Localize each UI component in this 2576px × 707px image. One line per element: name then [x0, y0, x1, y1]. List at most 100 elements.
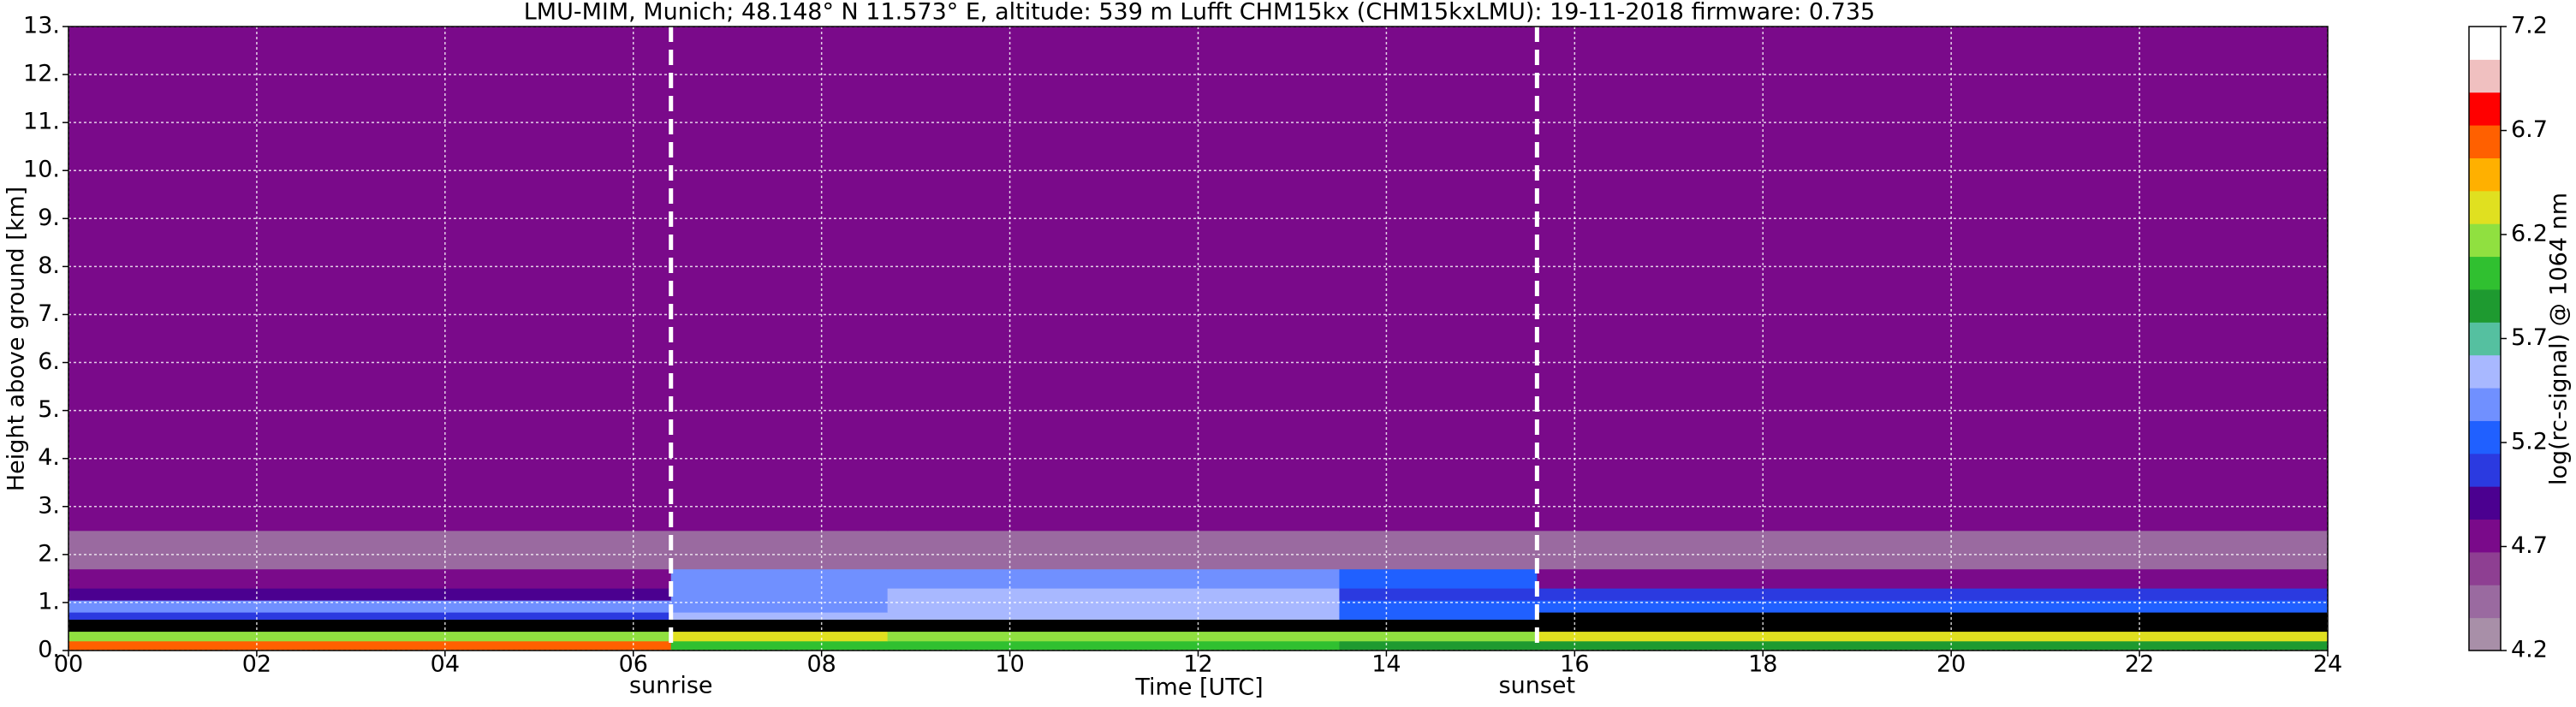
chart-title: LMU-MIM, Munich; 48.148° N 11.573° E, al… — [524, 0, 1875, 26]
heatmap-cell — [1339, 27, 1538, 532]
heatmap-cell — [68, 588, 672, 601]
heatmap-cell — [670, 600, 889, 613]
colorbar-segment — [2469, 288, 2501, 323]
colorbar-segment — [2469, 256, 2501, 290]
annotation-label: sunset — [1499, 673, 1576, 699]
colorbar-segment — [2469, 27, 2501, 60]
colorbar-tick-label: 4.2 — [2511, 637, 2548, 663]
heatmap-cell — [1339, 640, 1538, 651]
colorbar-segment — [2469, 157, 2501, 192]
heatmap-cell — [887, 612, 1340, 621]
heatmap-cell — [1339, 612, 1538, 621]
colorbar-segment — [2469, 388, 2501, 421]
heatmap-cell — [68, 631, 672, 642]
colorbar-tick-label: 6.2 — [2511, 221, 2548, 247]
x-tick-label: 12 — [1183, 651, 1212, 678]
colorbar-tick-label: 5.7 — [2511, 324, 2548, 351]
colorbar-segment — [2469, 519, 2501, 553]
colorbar-segment — [2469, 617, 2501, 651]
colorbar-segment — [2469, 420, 2501, 454]
x-tick-label: 10 — [995, 651, 1024, 678]
heatmap-cell — [1537, 588, 2329, 601]
x-tick-label: 20 — [1936, 651, 1966, 678]
x-tick-label: 16 — [1560, 651, 1589, 678]
heatmap-cell — [670, 568, 889, 589]
x-tick-label: 24 — [2313, 651, 2342, 678]
heatmap-cell — [1537, 631, 2329, 642]
colorbar-segment — [2469, 223, 2501, 258]
x-tick-label: 04 — [431, 651, 460, 678]
y-tick-label: 12. — [23, 61, 60, 87]
heatmap-cell — [670, 640, 889, 651]
heatmap-cell — [670, 27, 889, 532]
colorbar-segment — [2469, 453, 2501, 487]
y-axis-label: Height above ground [km] — [3, 187, 30, 491]
colorbar-segment — [2469, 125, 2501, 158]
heatmap-cell — [68, 27, 672, 532]
heatmap-cell — [1339, 631, 1538, 642]
y-tick-label: 9. — [38, 205, 60, 231]
heatmap-cell — [1339, 619, 1538, 633]
y-tick-label: 0. — [38, 637, 60, 663]
heatmap-cell — [887, 588, 1340, 601]
y-tick-label: 8. — [38, 253, 60, 279]
x-tick-label: 22 — [2125, 651, 2154, 678]
plot-frame — [68, 26, 2329, 651]
heatmap-cell — [68, 640, 672, 651]
annotation-label: sunrise — [629, 673, 713, 699]
heatmap-cell — [1537, 600, 2329, 613]
y-tick-label: 10. — [23, 157, 60, 183]
y-tick-label: 11. — [23, 109, 60, 135]
colorbar-segment — [2469, 190, 2501, 224]
heatmap-cell — [887, 619, 1340, 633]
heatmap-cell — [887, 600, 1340, 613]
colorbar-segment — [2469, 354, 2501, 389]
heatmap — [68, 27, 2329, 651]
heatmap-cell — [1339, 530, 1538, 570]
x-tick-label: 02 — [242, 651, 271, 678]
x-tick-label: 06 — [619, 651, 648, 678]
heatmap-cell — [1537, 27, 2329, 532]
colorbar-tick-label: 6.7 — [2511, 116, 2548, 143]
heatmap-cell — [670, 588, 889, 601]
colorbar-segment — [2469, 92, 2501, 126]
colorbar-label: log(rc-signal) @ 1064 nm — [2546, 193, 2573, 485]
heatmap-cell — [1339, 588, 1538, 601]
heatmap-cell — [1537, 612, 2329, 621]
heatmap-cell — [670, 619, 889, 633]
heatmap-cell — [1339, 600, 1538, 613]
colorbar-tick-label: 5.2 — [2511, 429, 2548, 455]
heatmap-cell — [670, 612, 889, 621]
y-tick-label: 13. — [23, 13, 60, 39]
y-tick-label: 2. — [38, 540, 60, 567]
heatmap-cell — [670, 631, 889, 642]
heatmap-cell — [1537, 619, 2329, 633]
x-tick-label: 18 — [1748, 651, 1777, 678]
y-tick-label: 4. — [38, 444, 60, 471]
colorbar-tick-label: 7.2 — [2511, 13, 2548, 39]
colorbar-segment — [2469, 585, 2501, 619]
heatmap-cell — [887, 640, 1340, 651]
x-tick-label: 08 — [806, 651, 836, 678]
y-tick-label: 6. — [38, 348, 60, 375]
colorbar-segment — [2469, 486, 2501, 520]
colorbar-segment — [2469, 322, 2501, 356]
heatmap-cell — [887, 530, 1340, 570]
heatmap-cell — [887, 631, 1340, 642]
heatmap-cell — [68, 612, 672, 621]
heatmap-cell — [1339, 568, 1538, 589]
heatmap-cell — [887, 27, 1340, 532]
heatmap-cell — [68, 568, 672, 589]
x-tick-label: 00 — [54, 651, 83, 678]
x-tick-label: 14 — [1371, 651, 1401, 678]
heatmap-cell — [68, 530, 672, 570]
heatmap-cell — [1537, 530, 2329, 570]
x-axis-label: Time [UTC] — [1134, 674, 1263, 701]
heatmap-cell — [1537, 640, 2329, 651]
heatmap-cell — [670, 530, 889, 570]
colorbar-tick-label: 4.7 — [2511, 532, 2548, 559]
y-tick-label: 3. — [38, 492, 60, 519]
heatmap-cell — [68, 600, 672, 613]
